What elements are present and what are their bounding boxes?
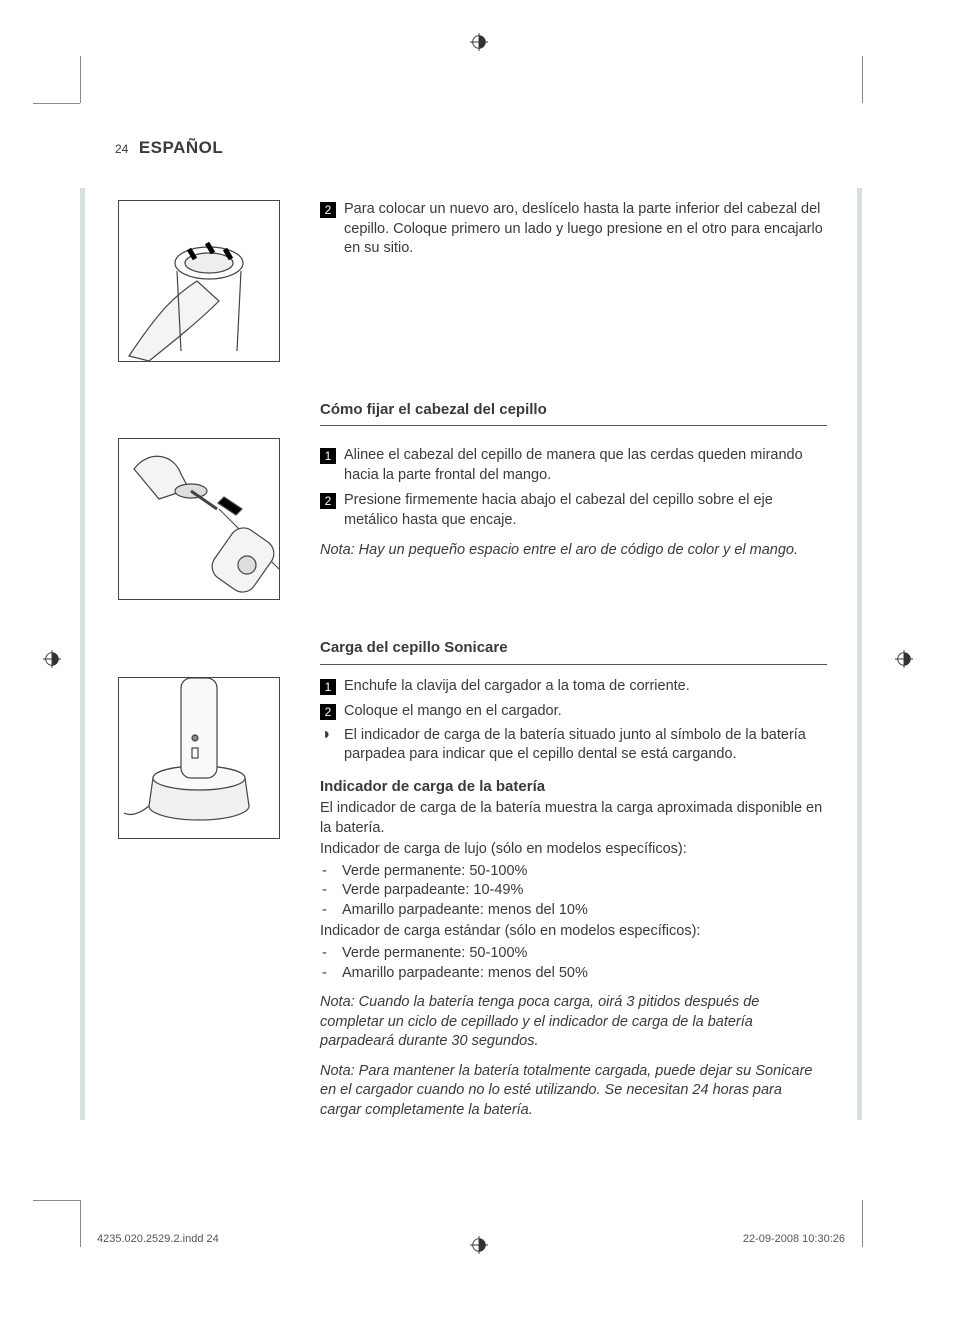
registration-mark-left-icon: [43, 650, 61, 673]
crop-mark: [33, 1200, 80, 1201]
deluxe-list: -Verde permanente: 50-100% -Verde parpad…: [320, 862, 827, 921]
page-number: 24: [115, 142, 128, 156]
standard-label: Indicador de carga estándar (sólo en mod…: [320, 922, 827, 942]
list-item: -Verde parpadeante: 10-49%: [320, 881, 827, 901]
step-number-icon: 2: [320, 704, 336, 720]
step-number-icon: 2: [320, 493, 336, 509]
bullet-text: El indicador de carga de la batería situ…: [344, 726, 827, 765]
step-number-icon: 2: [320, 202, 336, 218]
crop-mark: [862, 56, 863, 103]
footer-timestamp: 22-09-2008 10:30:26: [743, 1233, 845, 1245]
illustration-charger-icon: [118, 677, 280, 839]
step-text: Alinee el cabezal del cepillo de manera …: [344, 446, 827, 485]
list-item: -Amarillo parpadeante: menos del 10%: [320, 901, 827, 921]
sub-heading: Indicador de carga de la batería: [320, 777, 827, 797]
crop-mark: [33, 103, 80, 104]
crop-mark: [80, 56, 81, 103]
bullet-item: ◗ El indicador de carga de la batería si…: [320, 726, 827, 765]
footer-filename: 4235.020.2529.2.indd 24: [97, 1233, 219, 1245]
step-text: Coloque el mango en el cargador.: [344, 702, 827, 722]
step-text: Enchufe la clavija del cargador a la tom…: [344, 677, 827, 697]
illustration-attach-head-icon: [118, 438, 280, 600]
step-text: Para colocar un nuevo aro, deslícelo has…: [344, 200, 827, 259]
section-charging-head: Carga del cepillo Sonicare: [85, 600, 857, 664]
section-attach-head: Cómo fijar el cabezal del cepillo: [85, 362, 857, 426]
intro-text: El indicador de carga de la batería mues…: [320, 799, 827, 838]
registration-mark-right-icon: [895, 650, 913, 673]
section-attach-head-body: 1 Alinee el cabezal del cepillo de maner…: [85, 426, 857, 600]
note-text: Nota: Para mantener la batería totalment…: [320, 1062, 827, 1121]
page-footer: 4235.020.2529.2.indd 24 22-09-2008 10:30…: [97, 1233, 845, 1245]
language-label: ESPAÑOL: [139, 138, 223, 157]
page-body: 24 ESPAÑOL: [80, 103, 862, 1200]
section-heading: Cómo fijar el cabezal del cepillo: [320, 400, 827, 426]
step-2: 2 Presione firmemente hacia abajo el cab…: [320, 491, 827, 530]
illustration-ring-icon: [118, 200, 280, 362]
list-item: -Amarillo parpadeante: menos del 50%: [320, 964, 827, 984]
list-item: -Verde permanente: 50-100%: [320, 944, 827, 964]
note-text: Nota: Hay un pequeño espacio entre el ar…: [320, 541, 827, 561]
step-2: 2 Para colocar un nuevo aro, deslícelo h…: [320, 200, 827, 259]
crop-mark: [862, 1200, 863, 1247]
step-text: Presione firmemente hacia abajo el cabez…: [344, 491, 827, 530]
registration-mark-top-icon: [470, 33, 488, 56]
step-2: 2 Coloque el mango en el cargador.: [320, 702, 827, 722]
step-number-icon: 1: [320, 679, 336, 695]
step-number-icon: 1: [320, 448, 336, 464]
page-header: 24 ESPAÑOL: [115, 138, 223, 158]
deluxe-label: Indicador de carga de lujo (sólo en mode…: [320, 840, 827, 860]
heading-text: Cómo fijar el cabezal del cepillo: [320, 400, 827, 423]
section-heading: Carga del cepillo Sonicare: [320, 638, 827, 664]
bullet-icon: ◗: [320, 726, 344, 765]
heading-text: Carga del cepillo Sonicare: [320, 638, 827, 661]
step-1: 1 Alinee el cabezal del cepillo de maner…: [320, 446, 827, 485]
note-text: Nota: Cuando la batería tenga poca carga…: [320, 993, 827, 1052]
step-1: 1 Enchufe la clavija del cargador a la t…: [320, 677, 827, 697]
section-ring-attach: 2 Para colocar un nuevo aro, deslícelo h…: [85, 188, 857, 362]
crop-mark: [80, 1200, 81, 1247]
content-area: 2 Para colocar un nuevo aro, deslícelo h…: [80, 188, 862, 1120]
standard-list: -Verde permanente: 50-100% -Amarillo par…: [320, 944, 827, 983]
list-item: -Verde permanente: 50-100%: [320, 862, 827, 882]
section-charging-body: 1 Enchufe la clavija del cargador a la t…: [85, 665, 857, 1121]
